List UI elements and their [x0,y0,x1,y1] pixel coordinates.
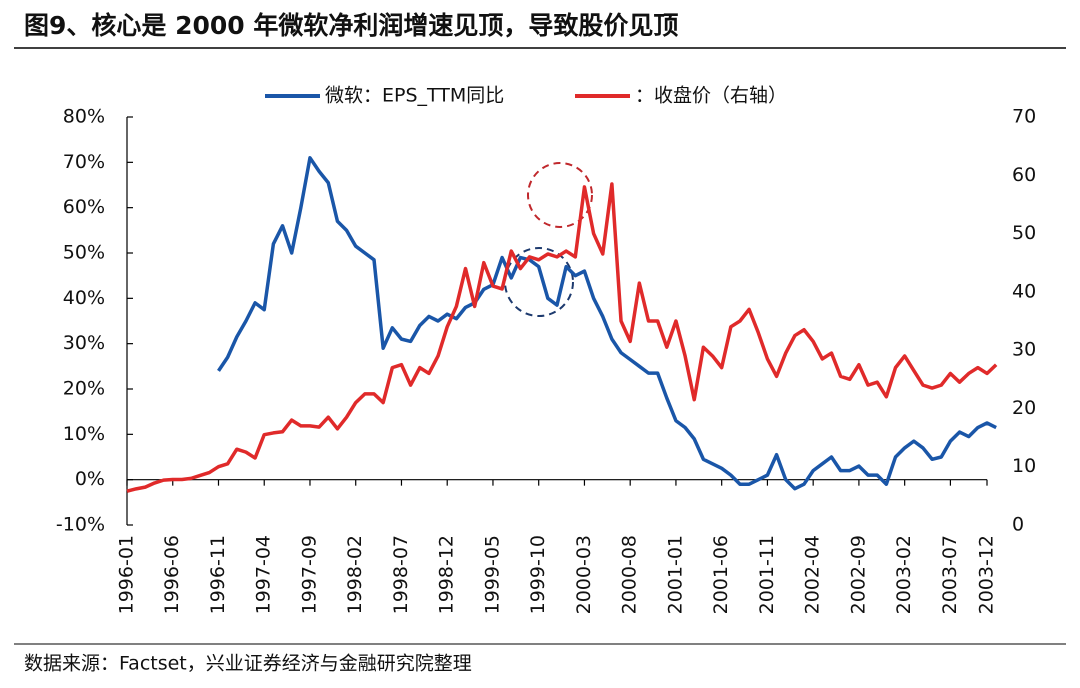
x-tick-label: 1998-02 [344,535,366,614]
y-tick-label: 40% [63,287,105,309]
x-tick-label: 2001-01 [664,535,686,614]
chart-title: 图9、核心是 2000 年微软净利润增速见顶，导致股价见顶 [24,11,678,40]
source-note: 数据来源：Factset，兴业证券经济与金融研究院整理 [24,653,472,675]
x-tick-label: 2002-04 [802,535,824,614]
y-tick-label: 20% [63,378,105,400]
y-tick-label: 80% [63,106,105,128]
x-tick-label: 1999-05 [481,535,503,614]
y-tick-label: 0% [75,468,105,490]
y-tick-label: 60% [63,196,105,218]
x-tick-label: 2003-12 [976,535,998,614]
highlight-circle [504,247,574,317]
y2-tick-label: 70 [1012,106,1036,128]
x-tick-label: 1996-06 [161,535,183,614]
y2-tick-label: 20 [1012,397,1036,419]
x-tick-label: 1997-04 [253,535,275,614]
x-tick-label: 2003-07 [939,535,961,614]
series-line [217,156,997,491]
x-tick-label: 2000-08 [619,535,641,614]
legend-label: 微软：EPS_TTM同比 [325,85,504,107]
x-tick-label: 1999-10 [527,535,549,614]
y-tick-label: -10% [56,514,105,536]
x-tick-label: 2000-03 [573,535,595,614]
y2-tick-label: 60 [1012,164,1036,186]
x-tick-label: 1997-09 [298,535,320,614]
y-tick-label: 70% [63,151,105,173]
series-line [126,182,998,493]
x-tick-label: 2002-09 [847,535,869,614]
y-tick-label: 50% [63,242,105,264]
x-tick-label: 2003-02 [893,535,915,614]
x-tick-label: 2001-06 [710,535,732,614]
x-tick-label: 1996-01 [116,535,138,614]
y2-tick-label: 50 [1012,222,1036,244]
x-tick-label: 1998-12 [436,535,458,614]
y-tick-label: 10% [63,423,105,445]
y2-tick-label: 10 [1012,455,1036,477]
y2-tick-label: 30 [1012,339,1036,361]
highlight-circle [527,162,593,228]
y2-tick-label: 40 [1012,280,1036,302]
legend-label: ：收盘价（右轴） [635,85,787,107]
y2-tick-label: 0 [1012,514,1024,536]
y-tick-label: 30% [63,332,105,354]
x-tick-label: 2001-11 [756,535,778,614]
x-tick-label: 1998-07 [390,535,412,614]
x-tick-label: 1996-11 [207,535,229,614]
